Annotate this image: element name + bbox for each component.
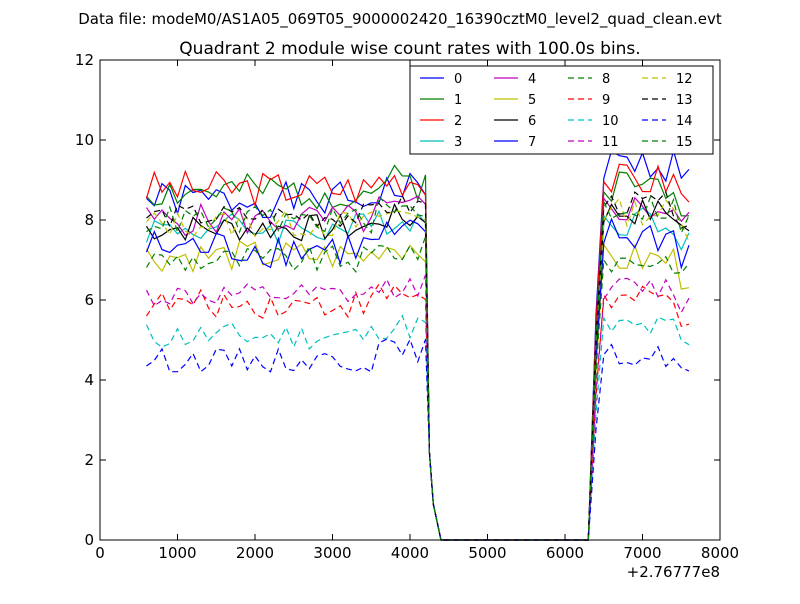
- legend-label-2: 2: [454, 114, 462, 129]
- y-tick-label-1: 2: [84, 451, 94, 469]
- series-line-12: [146, 197, 690, 541]
- x-tick-label-8: 8000: [701, 544, 739, 562]
- series-line-7: [145, 217, 690, 541]
- legend-label-0: 0: [454, 72, 462, 87]
- y-tick-label-4: 8: [84, 211, 94, 229]
- legend-label-3: 3: [454, 135, 462, 150]
- series-line-5: [145, 240, 690, 541]
- series-line-14: [146, 337, 690, 541]
- series-line-13: [146, 191, 690, 541]
- series-line-9: [145, 283, 690, 541]
- x-tick-label-2: 2000: [236, 544, 274, 562]
- x-tick-label-5: 5000: [468, 544, 506, 562]
- legend-box: [409, 65, 714, 155]
- series-line-8: [145, 236, 690, 541]
- legend-label-14: 14: [676, 114, 693, 129]
- legend-label-12: 12: [676, 72, 693, 87]
- x-tick-label-6: 6000: [546, 544, 584, 562]
- legend-label-1: 1: [454, 93, 462, 108]
- x-offset-label: +2.76777e8: [627, 563, 720, 581]
- axis-ticks: 0 1000 2000 3000 4000 5000 6000 7000 80000246810…: [75, 51, 739, 562]
- legend-label-7: 7: [528, 135, 536, 150]
- legend-label-9: 9: [602, 93, 610, 108]
- x-tick-label-4: 4000: [391, 544, 429, 562]
- x-tick-label-0: 0: [95, 544, 105, 562]
- x-tick-label-1: 1000: [158, 544, 196, 562]
- series-line-4: [146, 195, 690, 541]
- series-line-11: [145, 274, 690, 541]
- x-tick-label-3: 3000: [313, 544, 351, 562]
- series-line-0: [146, 148, 690, 541]
- y-tick-label-2: 4: [84, 371, 94, 389]
- series-line-10: [145, 314, 690, 541]
- figure-suptitle: Data file: modeM0/AS1A05_069T05_90000024…: [78, 10, 722, 29]
- legend-label-13: 13: [676, 93, 693, 108]
- series-line-2: [145, 163, 690, 541]
- series-line-3: [145, 207, 690, 541]
- series-layer: [145, 148, 690, 541]
- legend-label-15: 15: [676, 135, 693, 150]
- legend-label-11: 11: [602, 135, 619, 150]
- y-tick-label-5: 10: [75, 131, 94, 149]
- series-line-15: [146, 195, 690, 541]
- x-tick-label-7: 7000: [623, 544, 661, 562]
- series-line-1: [146, 164, 690, 541]
- legend-label-4: 4: [528, 72, 536, 87]
- series-line-6: [145, 198, 690, 541]
- legend-label-6: 6: [528, 114, 536, 129]
- chart-title: Quadrant 2 module wise count rates with …: [179, 39, 640, 59]
- y-tick-label-3: 6: [84, 291, 94, 309]
- legend-label-10: 10: [602, 114, 619, 129]
- legend-label-5: 5: [528, 93, 536, 108]
- y-tick-label-6: 12: [75, 51, 94, 69]
- y-tick-label-0: 0: [84, 531, 94, 549]
- legend-label-8: 8: [602, 72, 610, 87]
